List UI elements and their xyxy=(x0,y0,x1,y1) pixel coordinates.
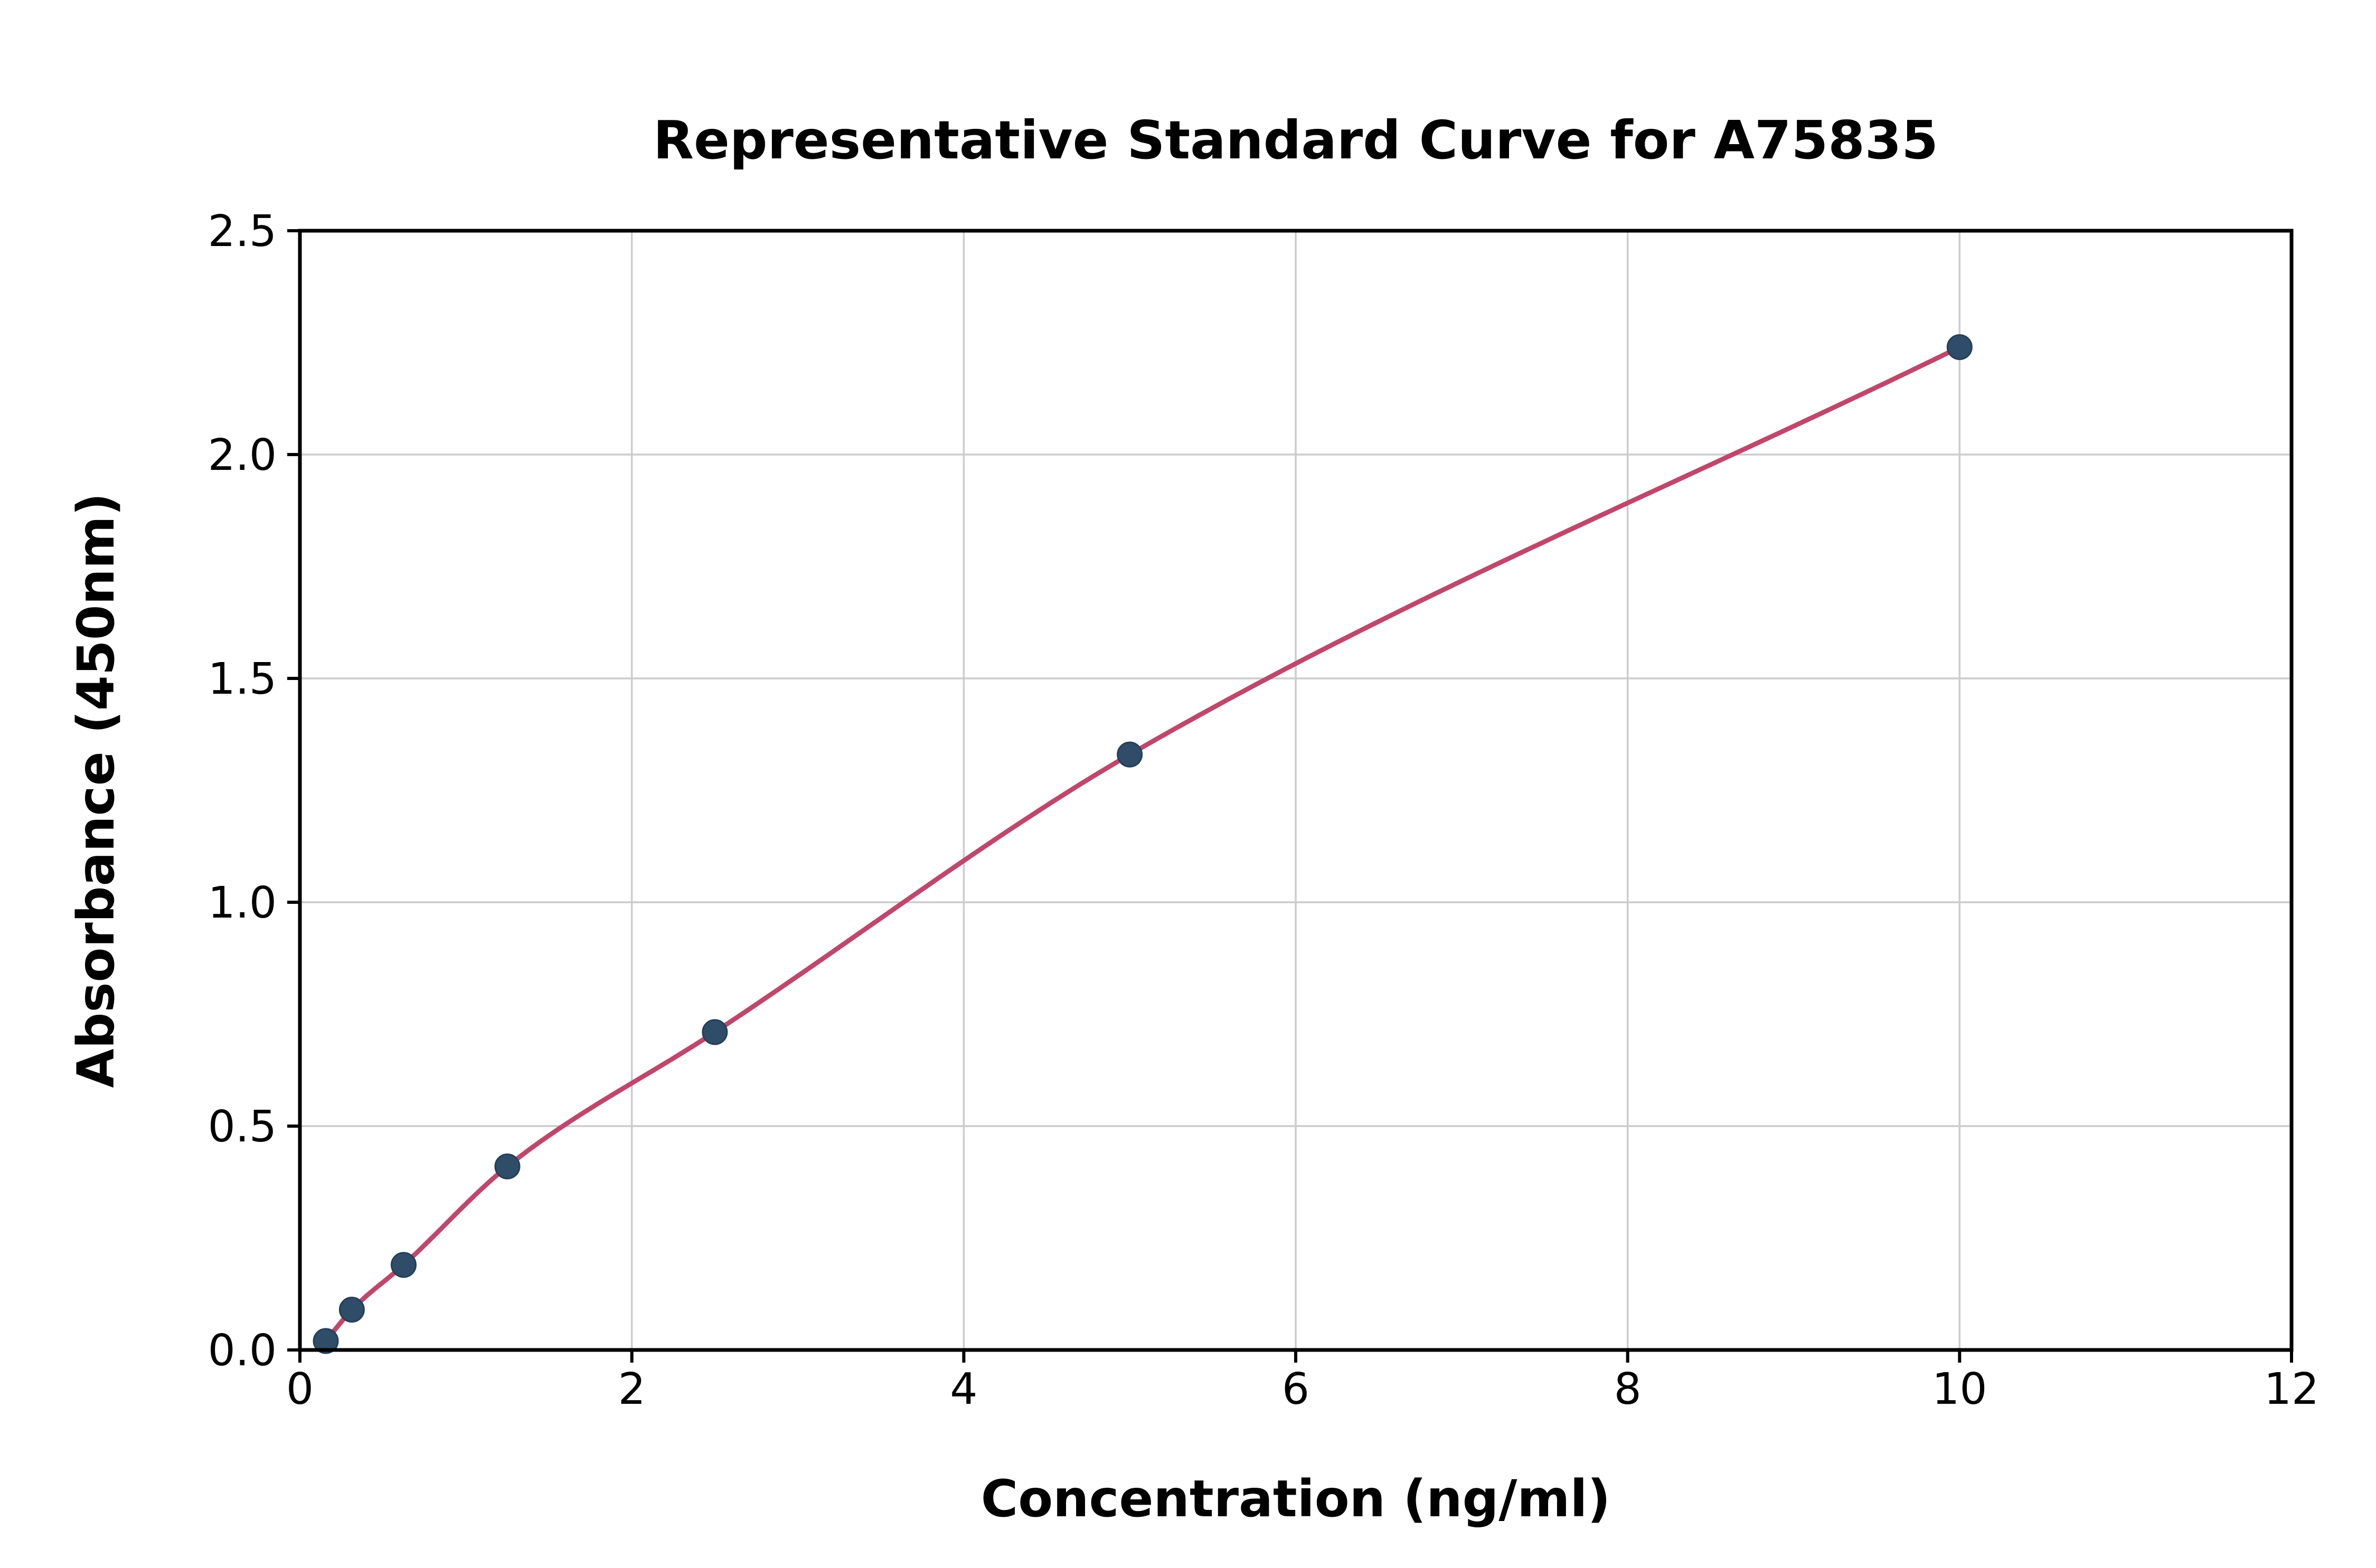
x-tick-label: 8 xyxy=(1614,1364,1642,1414)
data-point xyxy=(1117,741,1143,768)
y-tick-label: 2.0 xyxy=(208,430,277,480)
x-tick-label: 6 xyxy=(1282,1364,1309,1414)
data-point xyxy=(313,1328,339,1354)
x-tick-label: 10 xyxy=(1932,1364,1987,1414)
grid-lines xyxy=(299,230,2293,1351)
x-tick-label: 2 xyxy=(618,1364,646,1414)
chart-title: Representative Standard Curve for A75835 xyxy=(653,109,1938,171)
y-tick-label: 0.0 xyxy=(208,1326,277,1376)
y-axis-label: Absorbance (450nm) xyxy=(67,493,126,1088)
y-tick-label: 2.5 xyxy=(208,206,277,257)
data-point xyxy=(390,1252,417,1278)
y-tick-label: 0.5 xyxy=(208,1102,277,1152)
x-axis-label: Concentration (ng/ml) xyxy=(981,1469,1610,1528)
axis-ticks: 0 2 4 6 8 10 12 0.0 0.5 1.0 1.5 2.0 2.5 xyxy=(208,206,2320,1414)
y-tick-label: 1.0 xyxy=(208,878,277,928)
data-series xyxy=(313,334,1973,1354)
data-point xyxy=(494,1153,521,1179)
y-tick-label: 1.5 xyxy=(208,654,277,704)
fit-curve xyxy=(323,345,1962,1344)
x-tick-label: 0 xyxy=(286,1364,314,1414)
data-point xyxy=(1946,334,1973,360)
x-tick-label: 12 xyxy=(2264,1364,2319,1414)
data-point xyxy=(338,1297,365,1323)
data-point xyxy=(702,1019,728,1045)
x-tick-label: 4 xyxy=(950,1364,977,1414)
